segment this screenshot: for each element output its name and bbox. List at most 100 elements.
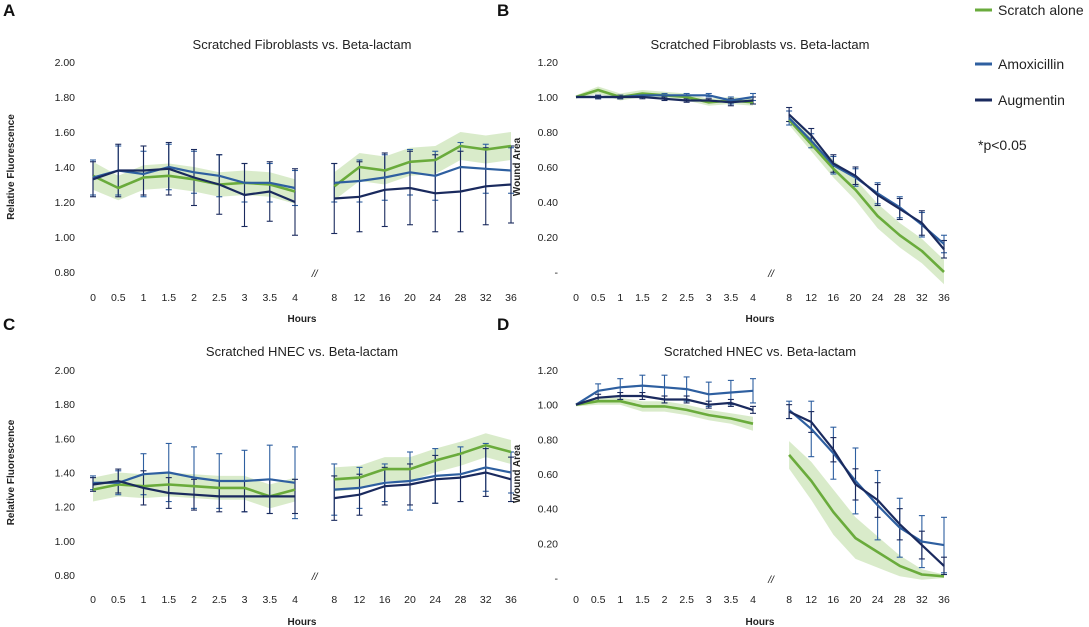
x-tick-label: 1.5 (161, 292, 176, 304)
x-tick-label: 36 (938, 292, 950, 304)
x-tick-label: 3 (706, 292, 712, 304)
x-tick-label: 1 (617, 594, 623, 606)
y-axis-title: Wound Area (512, 137, 523, 196)
series-line-augmentin (788, 113, 945, 251)
series-line-scratch-alone (788, 454, 945, 578)
x-tick-label: 16 (828, 292, 840, 304)
y-tick-label: 1.20 (538, 57, 559, 69)
series-line-scratch-alone (575, 399, 754, 425)
error-bar (331, 475, 338, 521)
y-tick-label: 1.00 (538, 92, 559, 104)
x-tick-label: 32 (916, 292, 928, 304)
y-axis-title: Relative Fluorescence (6, 419, 17, 525)
chart-title: Scratched HNEC vs. Beta-lactam (206, 344, 398, 359)
y-tick-label: 0.80 (538, 434, 559, 446)
y-tick-label: 2.00 (55, 57, 76, 69)
x-tick-label: 16 (379, 594, 391, 606)
legend: Scratch alone Amoxicillin Augmentin *p<0… (975, 2, 1084, 153)
x-tick-label: 28 (894, 292, 906, 304)
x-tick-label: 20 (850, 594, 862, 606)
series-line-augmentin (576, 95, 754, 104)
y-tick-label: 0.40 (538, 197, 559, 209)
x-tick-label: 3 (242, 594, 248, 606)
series-line-amoxicillin (575, 384, 754, 406)
x-tick-label: 4 (292, 292, 298, 304)
series-line-scratch-alone (788, 118, 945, 273)
y-tick-label: 1.80 (55, 399, 76, 411)
x-tick-label: 1.5 (635, 292, 650, 304)
legend-label-augmentin: Augmentin (998, 92, 1065, 108)
x-tick-label: 2 (662, 292, 668, 304)
x-tick-label: 12 (805, 292, 817, 304)
x-tick-label: 20 (404, 594, 416, 606)
panel-letter: C (3, 315, 15, 334)
y-tick-label: 0.20 (538, 232, 559, 244)
x-tick-label: 3.5 (262, 594, 277, 606)
error-bar (508, 456, 514, 503)
series-line-scratch-alone (334, 443, 512, 481)
legend-label-amoxicillin: Amoxicillin (998, 56, 1064, 72)
x-tick-label: 8 (331, 292, 337, 304)
x-tick-label: 8 (331, 594, 337, 606)
x-tick-label: 0 (573, 594, 579, 606)
x-tick-label: 36 (505, 594, 517, 606)
y-tick-label: 2.00 (55, 365, 76, 377)
x-tick-label: 1.5 (635, 594, 650, 606)
scratch-band (334, 433, 511, 492)
axis-break-marker: // (767, 574, 775, 586)
series-line-augmentin (334, 471, 512, 500)
panel-letter: D (497, 315, 509, 334)
x-tick-label: 2.5 (212, 594, 227, 606)
y-tick-label: 1.20 (538, 365, 559, 377)
y-tick-label: 0.60 (538, 469, 559, 481)
y-tick-label: - (555, 267, 559, 279)
x-tick-label: 0 (90, 594, 96, 606)
x-tick-label: 1.5 (161, 594, 176, 606)
x-axis-title: Hours (746, 314, 775, 325)
chart-title: Scratched Fibroblasts vs. Beta-lactam (193, 37, 412, 52)
x-tick-label: 1 (617, 292, 623, 304)
series-line-augmentin (788, 410, 945, 567)
chart-panel-d: D Scratched HNEC vs. Beta-lactam - 0.20 0.40… (497, 315, 950, 627)
x-tick-label: 28 (455, 292, 467, 304)
x-tick-label: 36 (938, 594, 950, 606)
x-tick-label: 16 (379, 292, 391, 304)
y-tick-label: 0.60 (538, 162, 559, 174)
y-tick-label: - (555, 573, 559, 585)
panel-letter: A (3, 1, 15, 20)
x-axis-title: Hours (746, 617, 775, 627)
y-tick-label: 1.40 (55, 162, 76, 174)
x-tick-label: 0.5 (111, 594, 126, 606)
y-tick-label: 1.00 (55, 232, 76, 244)
scratch-band (789, 441, 944, 580)
series-line-augmentin (575, 394, 754, 411)
x-tick-label: 32 (480, 292, 492, 304)
x-tick-label: 8 (786, 292, 792, 304)
x-tick-label: 32 (480, 594, 492, 606)
x-tick-label: 2.5 (679, 594, 694, 606)
scratch-band (789, 114, 944, 285)
x-tick-label: 3.5 (724, 594, 739, 606)
x-tick-label: 8 (786, 594, 792, 606)
x-tick-label: 3 (242, 292, 248, 304)
x-tick-label: 12 (354, 292, 366, 304)
x-axis-title: Hours (288, 314, 317, 325)
x-tick-label: 24 (872, 292, 884, 304)
x-tick-label: 3.5 (262, 292, 277, 304)
x-tick-label: 20 (404, 292, 416, 304)
series-line-amoxicillin (334, 466, 512, 491)
chart-title: Scratched HNEC vs. Beta-lactam (664, 344, 856, 359)
y-tick-label: 1.20 (55, 502, 76, 514)
x-tick-label: 1 (141, 292, 147, 304)
x-tick-label: 4 (750, 292, 756, 304)
x-tick-label: 3.5 (724, 292, 739, 304)
chart-panel-c: C Scratched HNEC vs. Beta-lactam 0.80 1.00 1… (3, 315, 517, 627)
x-tick-label: 4 (750, 594, 756, 606)
error-bar (331, 162, 338, 235)
axis-break-marker: // (767, 268, 775, 280)
y-tick-label: 1.40 (55, 468, 76, 480)
panel-letter: B (497, 1, 509, 20)
series-line-amoxicillin (93, 471, 296, 484)
x-tick-label: 0 (573, 292, 579, 304)
